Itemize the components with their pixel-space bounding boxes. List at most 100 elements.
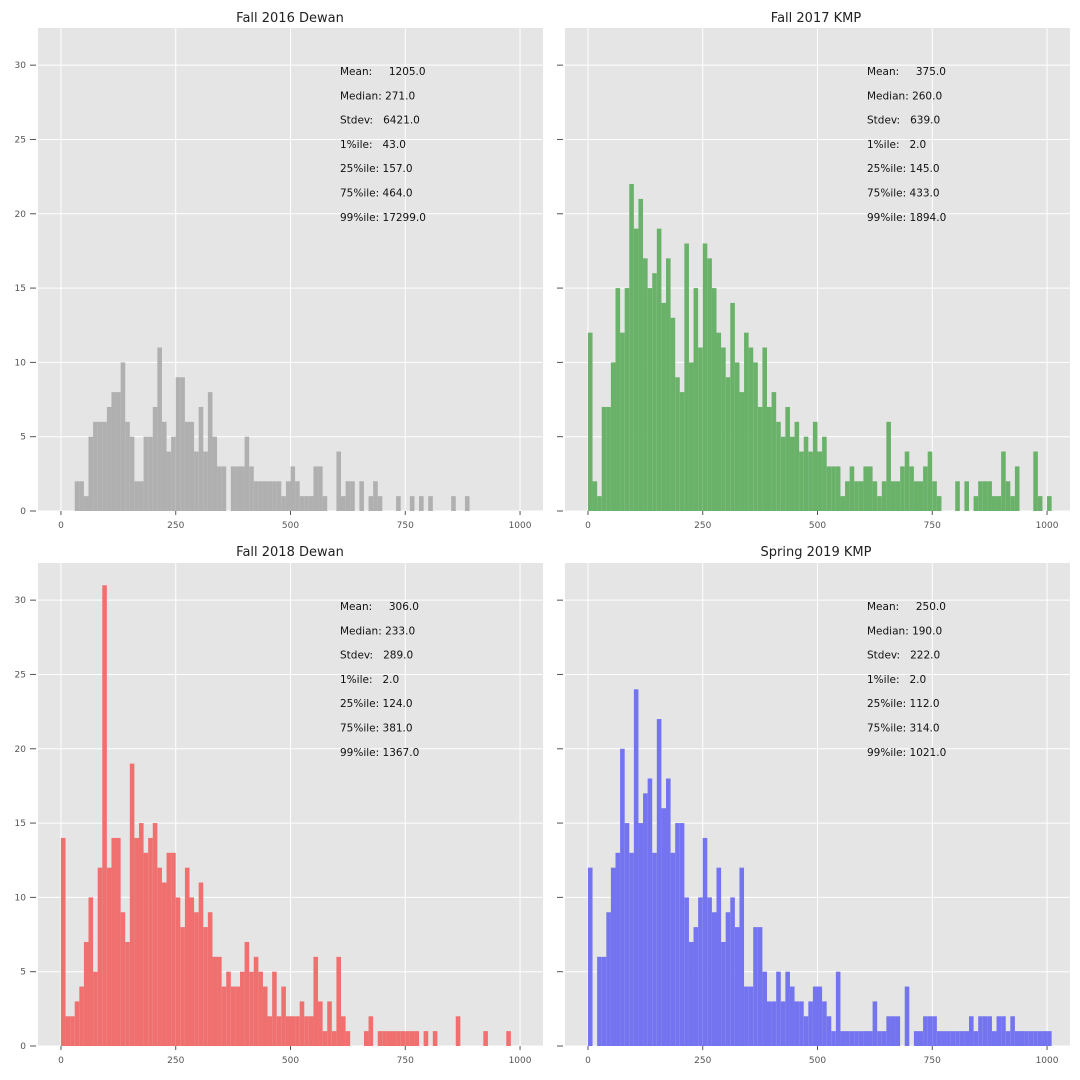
histogram-bar: [739, 392, 745, 511]
histogram-bar: [854, 481, 859, 511]
histogram-bar: [812, 421, 818, 511]
histogram-bar: [322, 496, 328, 511]
histogram-bar: [601, 406, 607, 511]
histogram-bar: [148, 436, 153, 511]
histogram-bar: [886, 1016, 891, 1046]
histogram-bar: [180, 927, 185, 1046]
histogram-bar: [134, 481, 139, 511]
histogram-bar: [734, 927, 740, 1046]
histogram-bar: [991, 496, 997, 511]
histogram-bar: [423, 1031, 429, 1046]
stats-line: 25%ile: 157.0: [340, 163, 413, 175]
histogram-bar: [780, 436, 786, 511]
histogram-bar: [863, 1031, 868, 1046]
histogram-bar: [785, 971, 790, 1046]
histogram-bar: [702, 243, 708, 511]
histogram-bar: [776, 421, 781, 511]
histogram-bar: [817, 986, 823, 1046]
histogram-bar: [175, 897, 181, 1046]
histogram-bar: [863, 466, 868, 511]
histogram-bar: [904, 986, 910, 1046]
histogram-bar: [161, 421, 167, 511]
stats-line: Mean: 250.0: [867, 601, 946, 613]
histogram-bar: [377, 496, 383, 511]
histogram-bar: [633, 689, 639, 1046]
histogram-bar: [455, 1016, 461, 1046]
histogram-bar: [849, 466, 855, 511]
chart-panel-1: 0 250 500 750 1000 0 5 10 15 20 25 30 Fall 2016 Dewa…: [15, 11, 543, 531]
stats-line: Stdev: 6421.0: [340, 115, 420, 127]
histogram-bar: [978, 481, 983, 511]
histogram-bar: [753, 927, 758, 1046]
histogram-bar: [249, 971, 254, 1046]
histogram-bar: [739, 867, 745, 1046]
histogram-bar: [638, 823, 644, 1046]
histogram-bar: [808, 451, 813, 511]
histogram-bar: [587, 867, 593, 1046]
histogram-bar: [93, 421, 98, 511]
histogram-bar: [171, 852, 176, 1046]
y-tick-label: 25: [15, 135, 26, 145]
histogram-bar: [285, 481, 291, 511]
histogram-bar: [868, 1031, 873, 1046]
histogram-bar: [111, 837, 117, 1046]
histogram-bar: [670, 317, 676, 511]
histogram-bar: [464, 496, 470, 511]
histogram-bar: [652, 852, 657, 1046]
histogram-bar: [950, 1031, 956, 1046]
histogram-bar: [184, 867, 190, 1046]
histogram-bar: [707, 897, 712, 1046]
histogram-bar: [643, 793, 648, 1046]
chart-panel-2: 0 250 500 750 1000 Fall 2017 KMP Mean: 375.0 Me…: [557, 11, 1070, 531]
histogram-bar: [1005, 1031, 1011, 1046]
histogram-bar: [166, 852, 172, 1046]
histogram-bar: [396, 496, 401, 511]
histogram-bar: [597, 496, 602, 511]
histogram-bar: [116, 392, 121, 511]
y-tick-label: 5: [20, 433, 26, 443]
x-tick-label: 1000: [509, 521, 532, 531]
histogram-bar: [230, 986, 236, 1046]
histogram-bar: [794, 1001, 800, 1046]
histogram-bar: [198, 406, 204, 511]
histogram-bar: [973, 496, 979, 511]
histogram-bar: [1019, 1031, 1025, 1046]
y-tick-label: 10: [15, 893, 27, 903]
histogram-bar: [771, 392, 777, 511]
histogram-bar: [780, 1001, 786, 1046]
x-tick-label: 0: [58, 521, 64, 531]
histogram-bar: [886, 421, 891, 511]
histogram-bar: [707, 258, 712, 511]
stats-line: 1%ile: 43.0: [340, 139, 406, 151]
histogram-bar: [1014, 1031, 1020, 1046]
histogram-bar: [767, 1001, 772, 1046]
histogram-bar: [377, 1031, 383, 1046]
histogram-bar: [322, 1031, 328, 1046]
histogram-bar: [194, 451, 199, 511]
histogram-bar: [675, 823, 680, 1046]
stats-line: Median: 233.0: [340, 625, 415, 637]
histogram-bar: [1037, 496, 1043, 511]
histogram-bar: [249, 466, 254, 511]
histogram-bar: [506, 1031, 511, 1046]
histogram-bar: [936, 496, 942, 511]
histogram-bar: [835, 971, 841, 1046]
histogram-bar: [895, 1016, 901, 1046]
x-tick-label: 250: [167, 521, 184, 531]
histogram-bar: [762, 347, 767, 511]
histogram-bar: [923, 466, 928, 511]
histogram-bar: [890, 481, 896, 511]
panel-title: Fall 2016 Dewan: [236, 11, 344, 26]
histogram-bar: [116, 837, 121, 1046]
histogram-bar: [744, 332, 749, 511]
histogram-bar: [854, 1031, 859, 1046]
x-tick-label: 250: [167, 1056, 184, 1066]
histogram-bar: [230, 466, 236, 511]
stats-line: 99%ile: 1894.0: [867, 212, 946, 224]
histogram-bar: [166, 451, 172, 511]
histogram-bar: [1037, 1031, 1043, 1046]
histogram-bar: [693, 288, 699, 511]
histogram-bar: [345, 1031, 351, 1046]
histogram-bar: [721, 347, 726, 511]
histogram-bar: [730, 302, 735, 511]
